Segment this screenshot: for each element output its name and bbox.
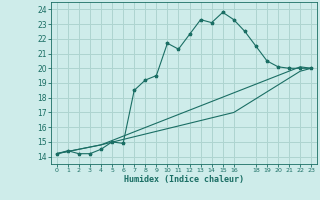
X-axis label: Humidex (Indice chaleur): Humidex (Indice chaleur) <box>124 175 244 184</box>
